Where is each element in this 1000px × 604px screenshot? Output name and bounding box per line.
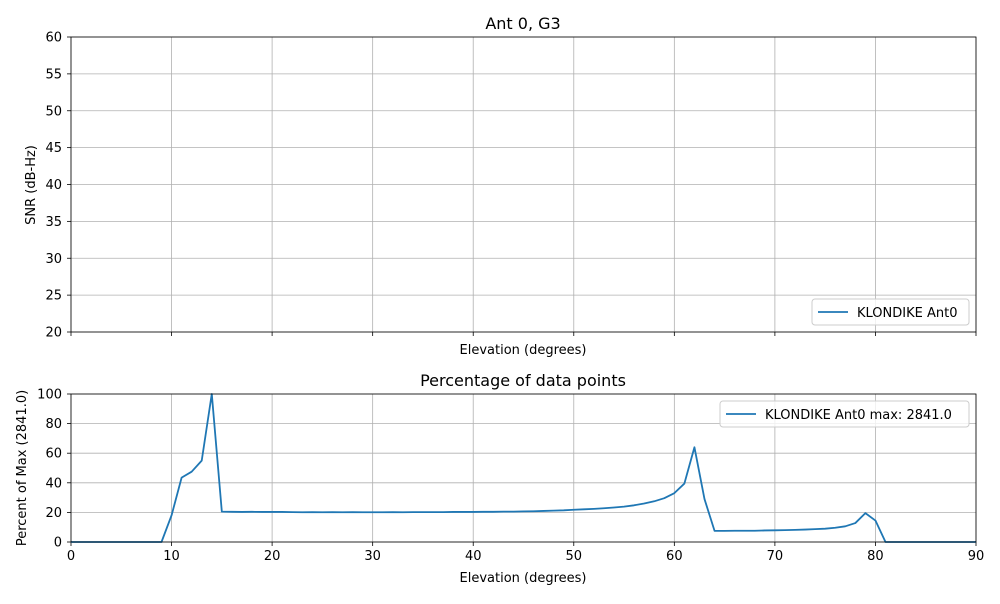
snr-ytick-label: 30 <box>45 252 62 267</box>
percentage-chart-ticks: 0 10 20 30 40 50 60 70 80 90 0 20 40 60 80 100 <box>37 388 984 565</box>
snr-ytick-label: 20 <box>45 326 62 341</box>
snr-ytick-label: 60 <box>45 31 62 46</box>
snr-ytick-label: 45 <box>45 141 62 156</box>
snr-ytick-label: 25 <box>45 289 62 304</box>
percentage-chart-xlabel: Elevation (degrees) <box>460 571 587 586</box>
percentage-ytick-label: 80 <box>45 417 62 432</box>
percentage-chart-ylabel: Percent of Max (2841.0) <box>15 390 30 546</box>
snr-ytick-label: 35 <box>45 215 62 230</box>
snr-legend-box <box>811 298 970 326</box>
snr-chart-ylabel: SNR (dB-Hz) <box>24 145 39 225</box>
percentage-chart: Percentage of data points 0 10 20 30 40 50 60 7… <box>15 371 984 586</box>
snr-chart-legend: KLONDIKE Ant0 <box>811 298 970 326</box>
percentage-legend-label: KLONDIKE Ant0 max: 2841.0 <box>765 408 952 423</box>
snr-chart-ticks: 20 25 30 35 40 45 50 55 60 <box>45 31 977 341</box>
percentage-ytick-label: 40 <box>45 476 62 491</box>
snr-legend-label: KLONDIKE Ant0 <box>857 306 957 321</box>
snr-chart-title: Ant 0, G3 <box>485 14 560 33</box>
snr-chart: Ant 0, G3 20 25 30 35 40 45 50 55 60 Elevation (… <box>24 14 977 358</box>
percentage-ytick-label: 0 <box>54 536 62 551</box>
snr-ytick-label: 50 <box>45 104 62 119</box>
percentage-xtick-label: 40 <box>465 549 482 564</box>
snr-ytick-label: 55 <box>45 67 62 82</box>
percentage-series-line-0 <box>71 393 976 543</box>
snr-chart-frame <box>70 36 977 333</box>
percentage-xtick-label: 70 <box>767 549 784 564</box>
percentage-ytick-label: 100 <box>37 388 62 403</box>
percentage-chart-frame <box>70 393 977 543</box>
percentage-xtick-label: 0 <box>67 549 75 564</box>
percentage-xtick-label: 20 <box>264 549 281 564</box>
percentage-xtick-label: 30 <box>364 549 381 564</box>
snr-ytick-label: 40 <box>45 178 62 193</box>
percentage-xtick-label: 60 <box>666 549 683 564</box>
percentage-ytick-label: 20 <box>45 506 62 521</box>
snr-chart-grid <box>70 36 977 333</box>
percentage-xtick-label: 50 <box>566 549 583 564</box>
percentage-xtick-label: 90 <box>968 549 985 564</box>
percentage-legend-box <box>719 400 970 428</box>
snr-chart-xlabel: Elevation (degrees) <box>460 343 587 358</box>
percentage-chart-title: Percentage of data points <box>420 371 626 390</box>
percentage-chart-series <box>71 393 976 543</box>
percentage-ytick-label: 60 <box>45 447 62 462</box>
percentage-xtick-label: 80 <box>867 549 884 564</box>
percentage-chart-legend: KLONDIKE Ant0 max: 2841.0 <box>719 400 970 428</box>
percentage-xtick-label: 10 <box>163 549 180 564</box>
